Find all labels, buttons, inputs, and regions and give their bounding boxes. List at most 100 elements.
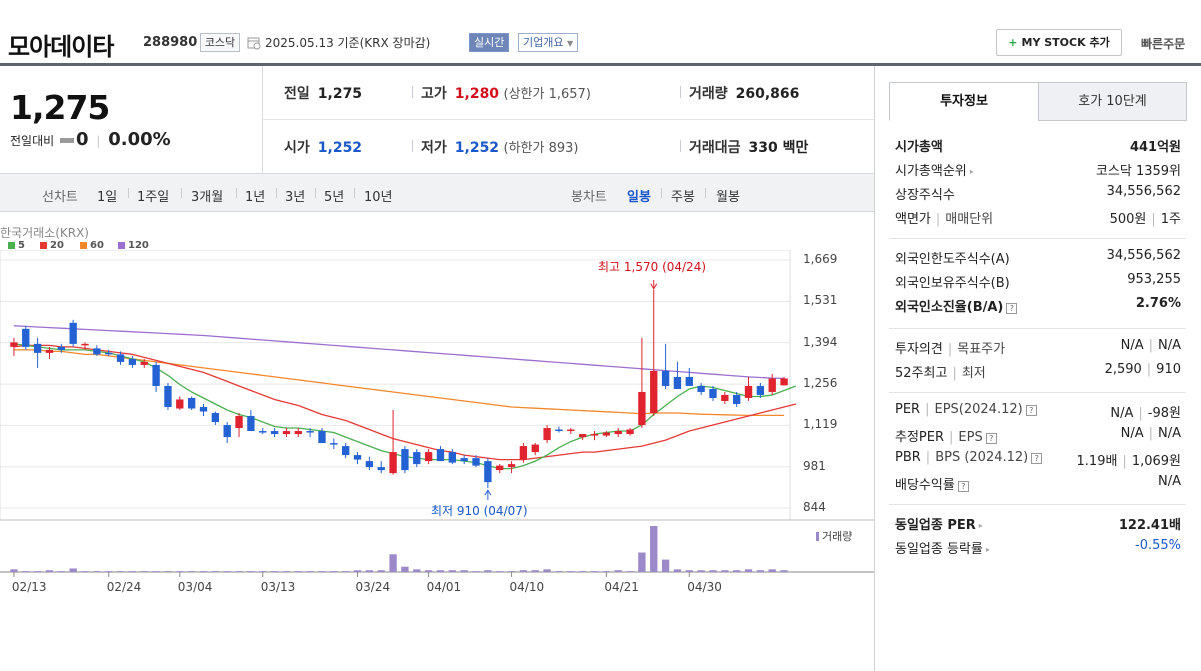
- legend-ma20: 20: [40, 240, 64, 251]
- candle-body: [519, 446, 528, 460]
- header-divider: [0, 63, 1201, 66]
- company-info-button[interactable]: 기업개요 ▼: [518, 33, 579, 52]
- tab-orderbook[interactable]: 호가 10단계: [1038, 82, 1187, 121]
- candle-body: [733, 394, 741, 404]
- help-icon[interactable]: ?: [1006, 303, 1018, 314]
- volume-bar: [567, 571, 575, 572]
- candle-body: [673, 376, 682, 389]
- info-row: 52주최고 | 최저 2,590 | 910: [895, 362, 1181, 381]
- realtime-button[interactable]: 실시간: [469, 33, 510, 52]
- section-divider: [889, 238, 1186, 239]
- section-divider: [889, 328, 1186, 329]
- candle-body: [602, 432, 611, 436]
- candle-body: [531, 444, 539, 453]
- candle-body: [306, 431, 314, 433]
- info-row: 투자의견 | 목표주가 N/A | N/A: [895, 338, 1181, 357]
- volume-bar: [424, 570, 433, 572]
- period-1y[interactable]: 1년: [245, 190, 266, 205]
- volume-bar: [342, 571, 350, 572]
- candle-monthly[interactable]: 월봉: [716, 190, 740, 205]
- help-icon[interactable]: ?: [985, 433, 997, 444]
- candle-body: [626, 429, 634, 435]
- info-row[interactable]: 시가총액순위 ▸ 코스닥 1359위: [895, 164, 1181, 179]
- volume-bar: [721, 570, 729, 572]
- help-icon[interactable]: ?: [1025, 405, 1037, 416]
- volume-bar: [472, 571, 480, 572]
- volume-bar: [105, 571, 113, 572]
- market-badge: 코스닥: [200, 33, 240, 52]
- candle-body: [187, 397, 196, 409]
- trade-amount: 거래대금 330 백만: [689, 140, 809, 156]
- volume-bar: [247, 571, 255, 572]
- flat-icon: [60, 138, 74, 143]
- candle-body: [10, 342, 18, 347]
- candle-daily[interactable]: 일봉: [627, 190, 651, 205]
- investment-panel: 투자정보 호가 10단계 시가총액 441억원 시가총액순위 ▸ 코스닥 1359위 상장…: [874, 66, 1201, 671]
- volume-bar: [69, 568, 77, 572]
- candle-body: [507, 464, 516, 468]
- volume-bar: [780, 570, 788, 572]
- x-tick-label: 04/10: [509, 580, 545, 594]
- quick-order-link[interactable]: 빠른주문: [1141, 37, 1186, 51]
- info-row[interactable]: 동일업종 PER ▸ 122.41배: [895, 518, 1181, 533]
- info-row: 외국인보유주식수(B) 953,255: [895, 272, 1181, 291]
- x-tick-label: 03/24: [355, 580, 391, 594]
- candle-body: [342, 446, 350, 456]
- period-5y[interactable]: 5년: [324, 190, 345, 205]
- divider: [262, 119, 874, 120]
- volume-bar: [685, 570, 693, 572]
- volume-bar: [45, 570, 54, 572]
- volume-bar: [259, 571, 267, 572]
- mystock-add-button[interactable]: + MY STOCK 추가: [996, 29, 1122, 56]
- volume-bar: [152, 571, 160, 572]
- candle-body: [721, 394, 729, 401]
- x-tick-label: 03/13: [260, 580, 296, 594]
- tab-investment-info[interactable]: 투자정보: [889, 82, 1039, 121]
- period-3m[interactable]: 3개월: [191, 190, 224, 205]
- legend-ma5: 5: [8, 240, 25, 251]
- candle-body: [401, 449, 409, 471]
- volume-bar: [33, 571, 42, 572]
- section-divider: [889, 392, 1186, 393]
- help-icon[interactable]: ?: [957, 481, 969, 492]
- arrow-right-icon: ▸: [969, 167, 974, 176]
- candle-body: [413, 452, 421, 465]
- volume-bar: [93, 571, 101, 572]
- candle-body: [318, 431, 326, 444]
- period-3y[interactable]: 3년: [285, 190, 306, 205]
- candle-weekly[interactable]: 주봉: [671, 190, 695, 205]
- candle-body: [424, 452, 433, 462]
- info-row: 시가총액 441억원: [895, 140, 1181, 155]
- period-1w[interactable]: 1주일: [137, 190, 170, 205]
- caret-down-icon: ▼: [566, 39, 574, 48]
- period-10y[interactable]: 10년: [364, 190, 393, 205]
- y-tick-label: 1,119: [803, 417, 838, 432]
- volume-bar: [330, 571, 338, 572]
- volume-bar: [365, 570, 374, 572]
- candlestick-chart[interactable]: [0, 250, 874, 580]
- candle-body: [614, 431, 622, 435]
- info-row: 배당수익률? N/A: [895, 474, 1181, 493]
- volume-bar: [377, 570, 385, 572]
- period-1d[interactable]: 1일: [97, 190, 118, 205]
- help-icon[interactable]: ?: [1031, 453, 1043, 464]
- y-tick-label: 981: [803, 458, 826, 473]
- candle-body: [756, 385, 765, 395]
- candle-body: [199, 406, 208, 412]
- volume-bar: [306, 571, 314, 572]
- candle-body: [259, 431, 267, 433]
- volume-bar: [638, 552, 646, 572]
- candle-body: [780, 378, 788, 386]
- candle-body: [709, 388, 717, 398]
- volume-bar: [650, 526, 658, 572]
- volume-bar: [626, 571, 634, 572]
- volume-bar: [413, 569, 421, 572]
- volume-bar: [460, 570, 468, 572]
- volume-bar: [223, 571, 231, 572]
- candle-body: [436, 449, 445, 462]
- volume-bar: [602, 571, 611, 572]
- volume-bar: [164, 571, 172, 572]
- info-row[interactable]: 동일업종 등락률 ▸ -0.55%: [895, 538, 1181, 557]
- volume-bar: [294, 571, 302, 572]
- candle-body: [69, 322, 77, 344]
